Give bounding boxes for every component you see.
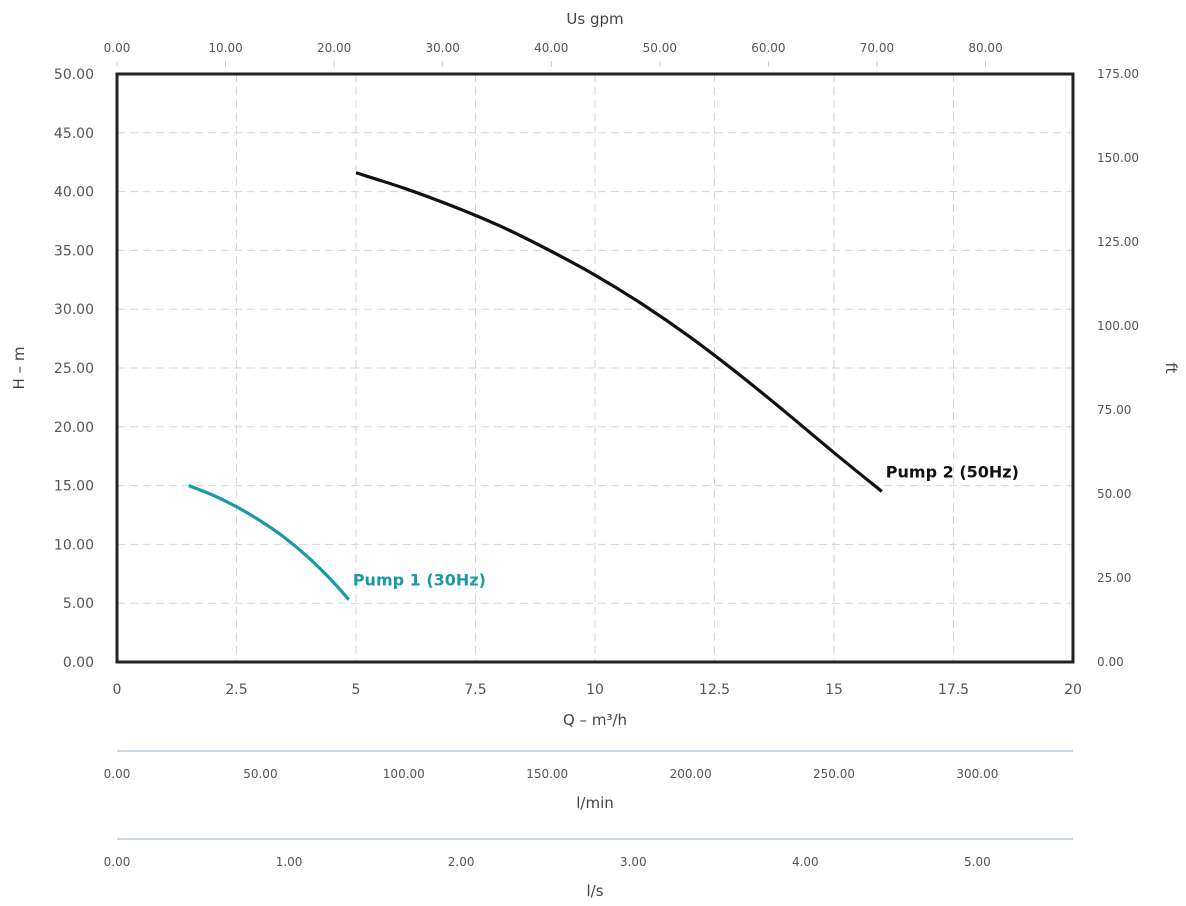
- plot-frame: [115, 72, 1075, 664]
- y-tick-label: 5.00: [63, 596, 94, 612]
- y-right-tick-label: 175.00: [1097, 67, 1139, 81]
- ls-tick-label: 2.00: [448, 855, 475, 869]
- series-line-pump-2: [355, 171, 883, 493]
- y-right-tick-label: 50.00: [1097, 487, 1131, 501]
- y-tick-label: 25.00: [54, 361, 94, 377]
- y-tick-label: 0.00: [63, 655, 94, 671]
- top-tick-label: 80.00: [968, 41, 1002, 55]
- y-axis-title: H – m: [10, 347, 28, 390]
- lmin-tick-label: 250.00: [813, 767, 855, 781]
- top-tick-label: 10.00: [208, 41, 242, 55]
- series-label-pump-1: Pump 1 (30Hz): [353, 571, 486, 590]
- x-tick-label: 0: [113, 682, 122, 698]
- y-tick-label: 30.00: [54, 302, 94, 318]
- tick-labels: 0 2.5 5 7.5 10 12.5 15 17.5 200.005.0010.0015.00…: [54, 41, 1139, 869]
- lmin-axis-title: l/min: [576, 794, 614, 812]
- x-axis-title: Q – m³/h: [563, 711, 627, 729]
- series-line-pump-1: [188, 484, 351, 601]
- ls-tick-label: 5.00: [964, 855, 991, 869]
- top-tick-label: 70.00: [860, 41, 894, 55]
- y-right-tick-label: 125.00: [1097, 235, 1139, 249]
- lmin-tick-label: 150.00: [526, 767, 568, 781]
- ls-tick-label: 4.00: [792, 855, 819, 869]
- series-label-pump-2: Pump 2 (50Hz): [886, 462, 1019, 481]
- y-right-tick-label: 25.00: [1097, 571, 1131, 585]
- x-tick-label: 7.5: [464, 682, 486, 698]
- top-axis-title: Us gpm: [566, 10, 623, 28]
- top-tick-label: 30.00: [426, 41, 460, 55]
- x-tick-label: 10: [586, 682, 604, 698]
- x-tick-label: 17.5: [938, 682, 969, 698]
- x-tick-label: 15: [825, 682, 843, 698]
- x-tick-label: 2.5: [225, 682, 247, 698]
- y-right-tick-label: 150.00: [1097, 151, 1139, 165]
- y-tick-label: 35.00: [54, 243, 94, 259]
- y-tick-label: 15.00: [54, 479, 94, 495]
- y-right-tick-label: 0.00: [1097, 655, 1124, 669]
- y-tick-label: 20.00: [54, 420, 94, 436]
- lmin-tick-label: 100.00: [383, 767, 425, 781]
- lmin-tick-label: 50.00: [243, 767, 277, 781]
- x-tick-label: 12.5: [699, 682, 730, 698]
- ls-tick-label: 3.00: [620, 855, 647, 869]
- ls-tick-label: 0.00: [104, 855, 131, 869]
- x-tick-label: 20: [1064, 682, 1082, 698]
- y-tick-label: 45.00: [54, 126, 94, 142]
- ls-axis-title: l/s: [586, 882, 603, 900]
- series-lines: [188, 171, 883, 601]
- right-axis-title: ft: [1162, 363, 1180, 374]
- lmin-tick-label: 200.00: [670, 767, 712, 781]
- grid: [116, 73, 1074, 663]
- lmin-tick-label: 0.00: [104, 767, 131, 781]
- y-right-tick-label: 75.00: [1097, 403, 1131, 417]
- series-labels: Pump 1 (30Hz) Pump 2 (50Hz): [353, 462, 1019, 589]
- y-right-tick-label: 100.00: [1097, 319, 1139, 333]
- y-tick-label: 40.00: [54, 185, 94, 201]
- top-tick-label: 60.00: [751, 41, 785, 55]
- x-tick-label: 5: [352, 682, 361, 698]
- ls-tick-label: 1.00: [276, 855, 303, 869]
- y-tick-label: 10.00: [54, 537, 94, 553]
- y-tick-label: 50.00: [54, 67, 94, 83]
- lmin-tick-label: 300.00: [956, 767, 998, 781]
- top-tick-label: 0.00: [104, 41, 131, 55]
- top-tick-label: 20.00: [317, 41, 351, 55]
- top-tick-label: 50.00: [643, 41, 677, 55]
- top-tick-label: 40.00: [534, 41, 568, 55]
